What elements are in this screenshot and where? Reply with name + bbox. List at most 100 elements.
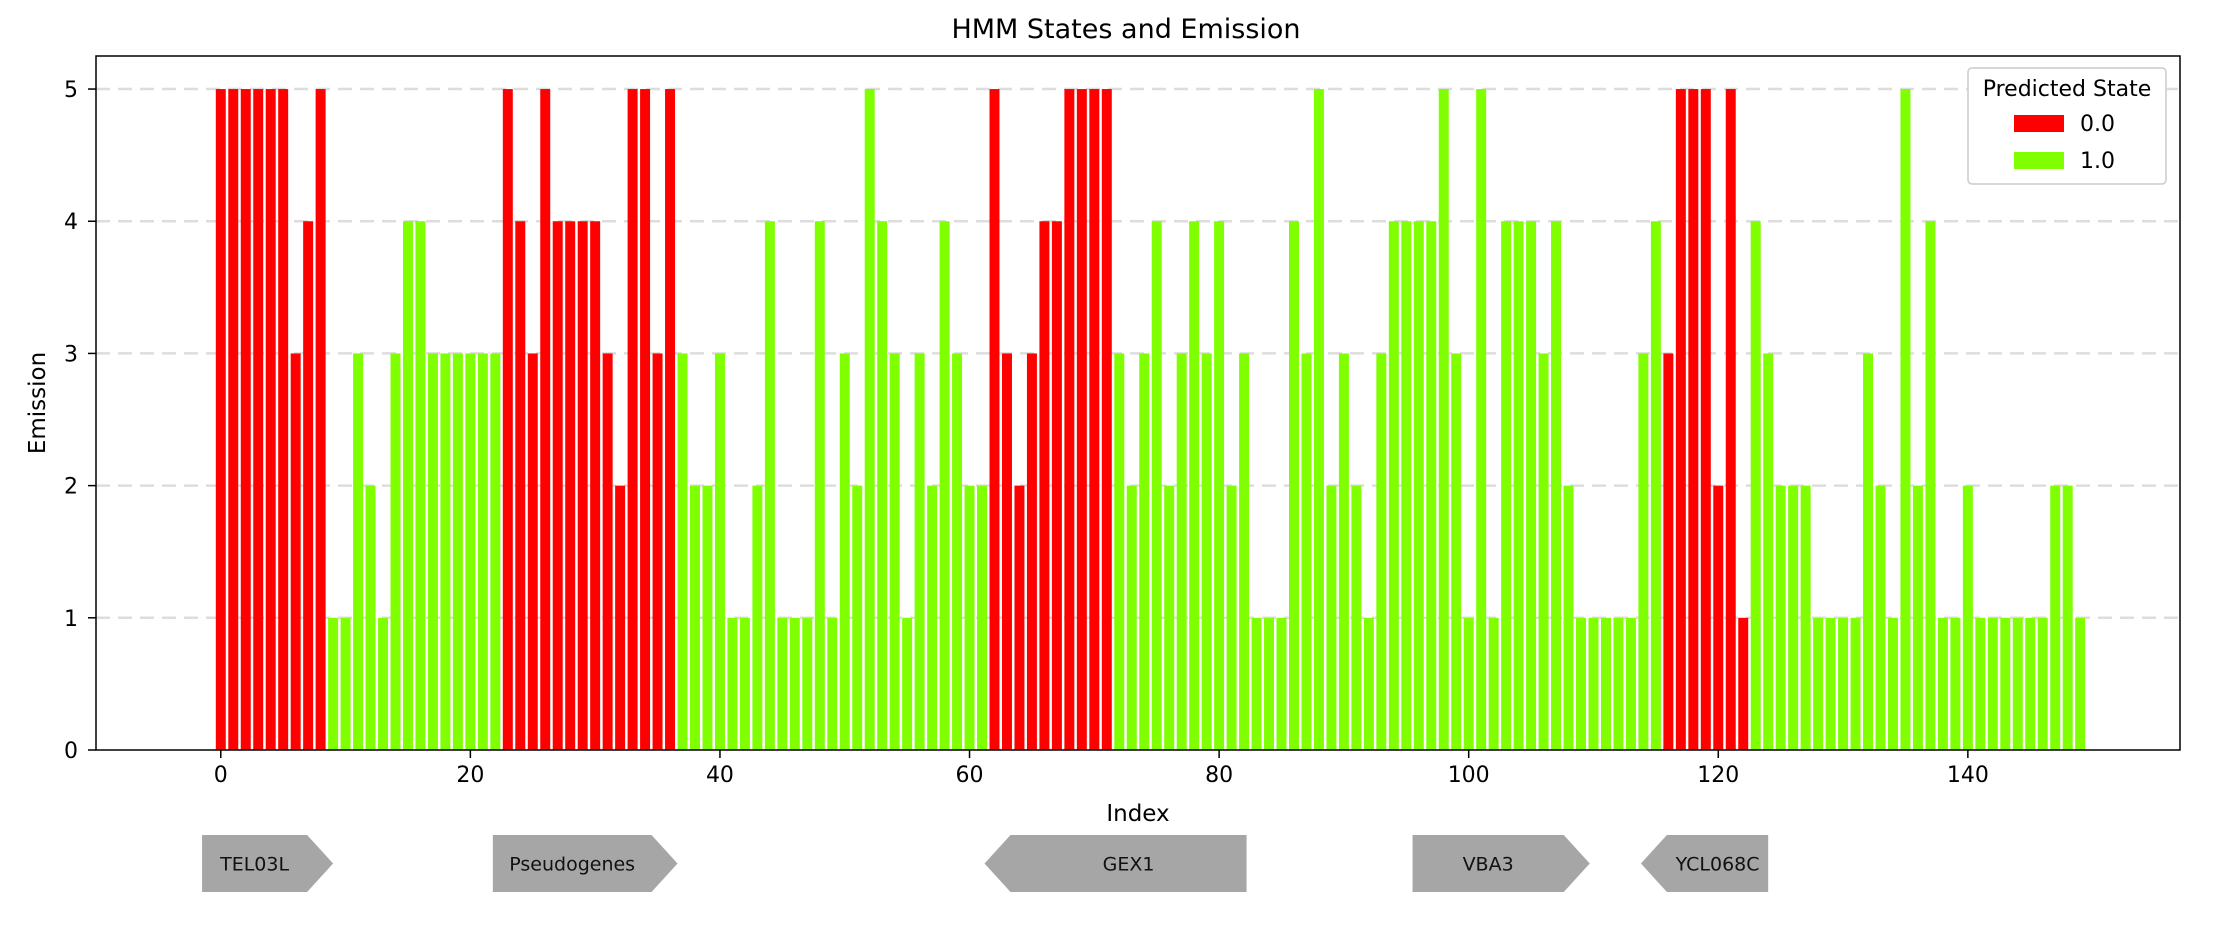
bar: [1700, 89, 1711, 751]
bar: [1501, 221, 1512, 750]
bar: [1438, 89, 1449, 751]
legend-swatch-state-1: [2014, 152, 2064, 169]
bar: [777, 617, 788, 750]
bar: [1076, 89, 1087, 751]
bar: [889, 353, 900, 750]
bar: [739, 617, 750, 750]
bar: [1800, 485, 1811, 750]
bar: [789, 617, 800, 750]
bar: [440, 353, 451, 750]
bar: [1788, 485, 1799, 750]
bar: [1488, 617, 1499, 750]
gene-arrow: [492, 835, 678, 892]
bar: [1950, 617, 1961, 750]
bar: [1813, 617, 1824, 750]
legend-label-state-1: 1.0: [2080, 149, 2115, 174]
bar: [752, 485, 763, 750]
bar: [1638, 353, 1649, 750]
y-axis-title: Emission: [25, 352, 51, 454]
bar: [1975, 617, 1986, 750]
bar: [1925, 221, 1936, 750]
bar: [1351, 485, 1362, 750]
bar: [877, 221, 888, 750]
bar: [1912, 485, 1923, 750]
y-tick-label: 4: [64, 210, 78, 235]
bar: [1288, 221, 1299, 750]
legend: Predicted State 0.0 1.0: [1967, 67, 2167, 185]
grid-lines: [96, 87, 2180, 620]
bar: [627, 89, 638, 751]
bar: [278, 89, 289, 751]
bar: [652, 353, 663, 750]
gene-arrow: [1412, 835, 1590, 892]
bar: [378, 617, 389, 750]
legend-swatch-state-0: [2014, 115, 2064, 132]
bar: [1650, 221, 1661, 750]
x-tick-label: 0: [214, 763, 228, 788]
bar: [1538, 353, 1549, 750]
bar: [1900, 89, 1911, 751]
bar: [1226, 485, 1237, 750]
gene-arrow: [202, 835, 334, 892]
bar: [1151, 221, 1162, 750]
bar: [1775, 485, 1786, 750]
bar: [1126, 485, 1137, 750]
bar: [1526, 221, 1537, 750]
bar: [1376, 353, 1387, 750]
bar: [1201, 353, 1212, 750]
bar: [490, 353, 501, 750]
bar: [290, 353, 301, 750]
bar: [927, 485, 938, 750]
bar: [727, 617, 738, 750]
x-axis-title: Index: [1106, 801, 1169, 827]
bar: [577, 221, 588, 750]
bar: [1663, 353, 1674, 750]
bar: [1513, 221, 1524, 750]
bar: [353, 353, 364, 750]
x-tick-label: 20: [456, 763, 484, 788]
bar: [902, 617, 913, 750]
bar: [1563, 485, 1574, 750]
bar: [1688, 89, 1699, 751]
bar: [1388, 221, 1399, 750]
bar: [690, 485, 700, 750]
y-tick-label: 2: [64, 475, 78, 500]
bar: [527, 353, 538, 750]
bar: [1313, 89, 1324, 751]
bar: [365, 485, 376, 750]
bar: [1338, 353, 1349, 750]
bar: [1750, 221, 1761, 750]
bar: [665, 89, 676, 751]
bar: [714, 353, 725, 750]
bar: [590, 221, 601, 750]
bar: [1001, 353, 1012, 750]
bar: [328, 617, 339, 750]
bar: [989, 89, 1000, 751]
bar: [2050, 485, 2061, 750]
bar: [215, 89, 226, 751]
bar: [839, 353, 850, 750]
bar: [552, 221, 563, 750]
bar: [2000, 617, 2011, 750]
bar: [390, 353, 401, 750]
gene-annotations: TEL03L Pseudogenes GEX1 VBA3 YCL068C: [202, 835, 1769, 892]
bar: [228, 89, 239, 751]
bar: [565, 221, 576, 750]
bar: [1476, 89, 1487, 751]
bar: [1301, 353, 1312, 750]
y-tick-label: 3: [64, 342, 78, 367]
bar: [452, 353, 463, 750]
bar: [702, 485, 713, 750]
x-tick-label: 100: [1448, 763, 1490, 788]
bar: [1276, 617, 1287, 750]
bar: [502, 89, 513, 751]
bar: [1039, 221, 1050, 750]
bar: [2062, 485, 2073, 750]
gene-label: Pseudogenes: [509, 854, 635, 876]
bar: [1463, 617, 1474, 750]
bar: [477, 353, 488, 750]
bar: [1413, 221, 1424, 750]
bar: [427, 353, 438, 750]
bar: [1401, 221, 1412, 750]
